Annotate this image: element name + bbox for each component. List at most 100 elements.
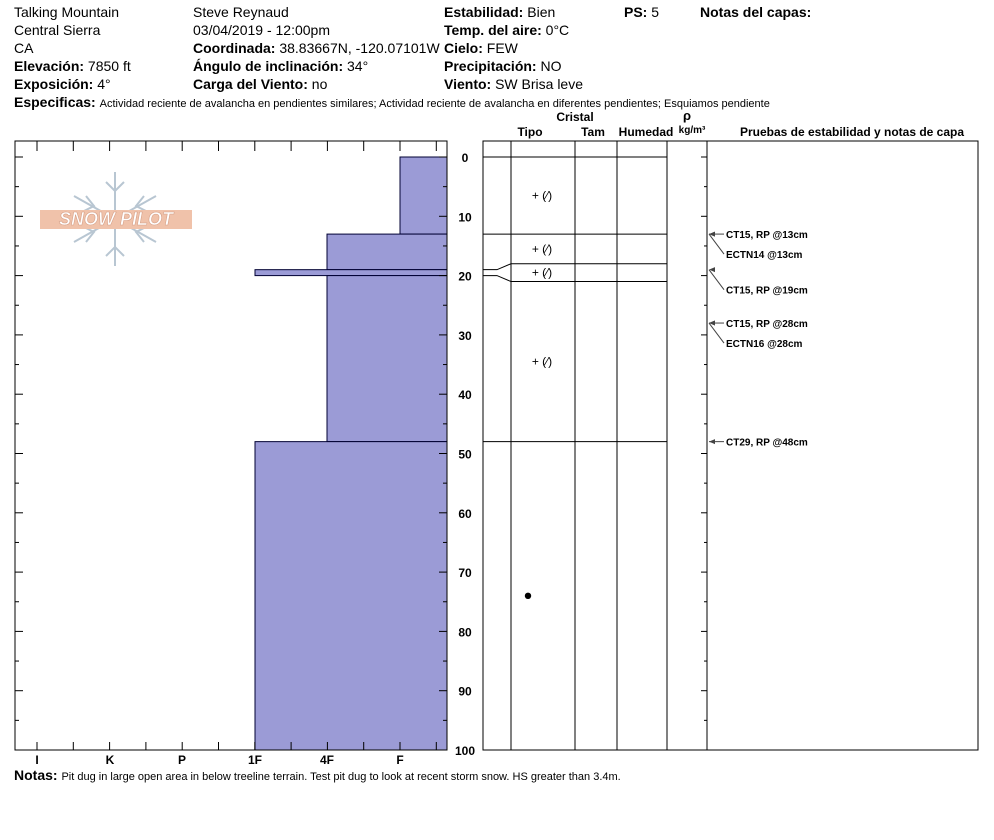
notes-row: Notas: Pit dug in large open area in bel… — [14, 766, 621, 786]
layer-notes-heading: Notas del capas: — [700, 3, 811, 21]
col-size: Tam — [581, 125, 605, 139]
precip-row: Precipitación: NO — [444, 57, 583, 75]
profile-frame — [14, 140, 448, 751]
crystal-symbol-3: + (⁄) — [532, 355, 552, 369]
col-humidity: Humedad — [619, 125, 674, 139]
y-tick-label-6: 60 — [458, 507, 472, 521]
y-tick-label-8: 80 — [458, 625, 472, 639]
state: CA — [14, 40, 34, 56]
observer: Steve Reynaud — [193, 4, 289, 20]
test-arrow-icon-4 — [709, 320, 715, 326]
wind-load-value: no — [311, 76, 328, 92]
sky-value: FEW — [486, 40, 518, 56]
col-tests: Pruebas de estabilidad y notas de capa — [740, 125, 964, 139]
range: Central Sierra — [14, 22, 101, 38]
hardness-tick-label-0: I — [35, 753, 38, 767]
y-tick-label-10: 100 — [455, 744, 475, 758]
hardness-tick-label-3: 1F — [248, 753, 262, 767]
crystal-symbol-0: + (⁄) — [532, 189, 552, 203]
aspect-row: Exposición: 4° — [14, 75, 131, 93]
elevation-label: Elevación: — [14, 58, 85, 74]
coord-value: 38.83667N, -120.07101W — [279, 40, 440, 56]
slope-label: Ángulo de inclinación: — [193, 58, 344, 74]
col-rho: ρ — [683, 108, 691, 123]
sky-label: Cielo: — [444, 40, 483, 56]
test-label-4: ECTN16 @28cm — [726, 339, 803, 350]
aspect-label: Exposición: — [14, 76, 94, 92]
hardness-bar-1 — [326, 233, 448, 271]
test-leader-2 — [708, 269, 725, 290]
test-label-5: CT29, RP @48cm — [726, 438, 808, 449]
ps-value: 5 — [651, 4, 660, 20]
logo-band — [40, 210, 192, 229]
test-label-1: ECTN14 @13cm — [726, 250, 803, 261]
aspect-value: 4° — [97, 76, 111, 92]
y-tick-label-9: 90 — [458, 685, 472, 699]
hardness-bar-3 — [326, 275, 448, 443]
test-label-2: CT15, RP @19cm — [726, 286, 808, 297]
header-col-3: Estabilidad: Bien Temp. del aire: 0°C Ci… — [444, 3, 583, 93]
stability-value: Bien — [527, 4, 556, 20]
specifics-value: Actividad reciente de avalancha en pendi… — [99, 98, 770, 110]
col-crystal: Cristal — [556, 110, 593, 124]
test-label-0: CT15, RP @13cm — [726, 230, 808, 241]
hardness-bar-4 — [254, 441, 448, 751]
header-col-1: Talking Mountain Central Sierra CA Eleva… — [14, 3, 131, 93]
stability-row: Estabilidad: Bien — [444, 3, 583, 21]
specifics-label: Especificas: — [14, 94, 96, 110]
slope-row: Ángulo de inclinación: 34° — [193, 57, 440, 75]
snowpilot-logo: SNOW PILOT — [40, 172, 192, 266]
hardness-tick-label-2: P — [178, 753, 186, 767]
test-arrow-icon-1 — [709, 231, 715, 237]
hardness-bar-0 — [399, 156, 448, 235]
coord-label: Coordinada: — [193, 40, 276, 56]
hardness-tick-label-5: F — [396, 753, 403, 767]
wind-label: Viento: — [444, 76, 492, 92]
air-temp-value: 0°C — [545, 22, 570, 38]
layer-notes-label: Notas del capas: — [700, 4, 812, 20]
hardness-tick-label-4: 4F — [320, 753, 334, 767]
notes-label: Notas: — [14, 767, 58, 783]
air-temp-label: Temp. del aire: — [444, 22, 542, 38]
wind-row: Viento: SW Brisa leve — [444, 75, 583, 93]
datetime: 03/04/2019 - 12:00pm — [193, 22, 330, 38]
hardness-bar-2 — [254, 269, 448, 277]
test-arrow-icon-5 — [709, 439, 715, 445]
test-leader-1 — [708, 233, 725, 255]
location: Talking Mountain — [14, 4, 120, 20]
stability-label: Estabilidad: — [444, 4, 524, 20]
precip-label: Precipitación: — [444, 58, 537, 74]
y-tick-label-0: 0 — [462, 151, 469, 165]
logo-text: SNOW PILOT — [59, 209, 175, 229]
layer-connector-3 — [483, 275, 512, 282]
test-leader-4 — [708, 322, 725, 344]
sky-row: Cielo: FEW — [444, 39, 583, 57]
layer-connector-2 — [483, 263, 512, 271]
y-tick-label-4: 40 — [458, 388, 472, 402]
elevation-row: Elevación: 7850 ft — [14, 57, 131, 75]
wind-load-row: Carga del Viento: no — [193, 75, 440, 93]
slope-value: 34° — [347, 58, 369, 74]
hardness-tick-label-1: K — [106, 753, 115, 767]
grain-marker-dot — [524, 592, 532, 600]
notes-value: Pit dug in large open area in below tree… — [61, 771, 621, 783]
header-col-2: Steve Reynaud 03/04/2019 - 12:00pm Coord… — [193, 3, 440, 93]
y-tick-label-7: 70 — [458, 566, 472, 580]
y-tick-label-5: 50 — [458, 448, 472, 462]
y-tick-label-2: 20 — [458, 270, 472, 284]
col-type: Tipo — [517, 125, 542, 139]
air-temp-row: Temp. del aire: 0°C — [444, 21, 583, 39]
col-density-unit: kg/m³ — [679, 125, 706, 136]
coord-row: Coordinada: 38.83667N, -120.07101W — [193, 39, 440, 57]
crystal-symbol-1: + (⁄) — [532, 242, 552, 256]
y-tick-label-3: 30 — [458, 329, 472, 343]
precip-value: NO — [540, 58, 562, 74]
ps-label: PS: — [624, 4, 648, 20]
crystal-symbol-2: + (⁄) — [532, 266, 552, 280]
test-label-3: CT15, RP @28cm — [726, 319, 808, 330]
wind-load-label: Carga del Viento: — [193, 76, 308, 92]
y-tick-label-1: 10 — [458, 210, 472, 224]
ps-row: PS: 5 — [624, 3, 659, 21]
wind-value: SW Brisa leve — [495, 76, 584, 92]
